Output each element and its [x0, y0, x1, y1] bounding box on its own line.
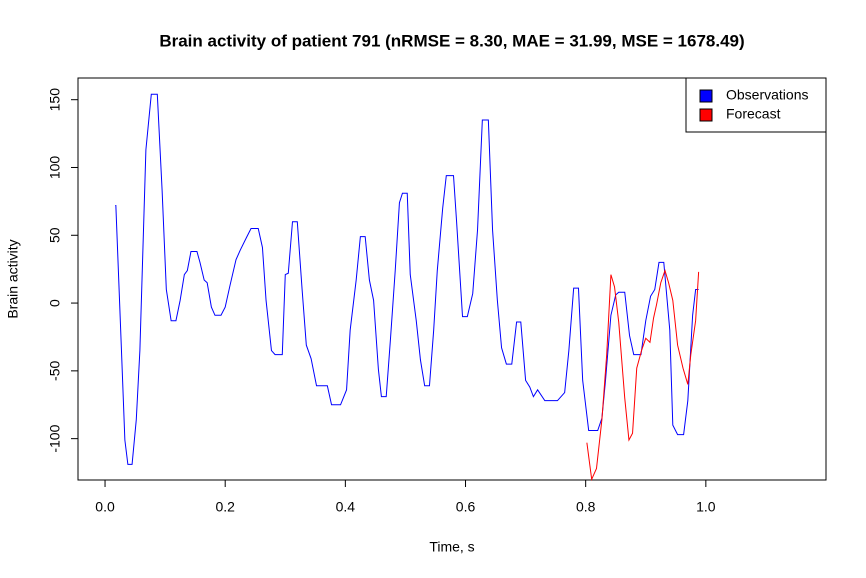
y-tick-label: -50: [47, 361, 63, 381]
y-tick-label: 150: [47, 88, 63, 112]
y-tick-label: 100: [47, 156, 63, 180]
y-tick-label: -100: [47, 424, 63, 452]
x-tick-label: 0.4: [336, 499, 356, 515]
series-line: [586, 268, 700, 482]
x-tick-label: 0.8: [576, 499, 596, 515]
legend-box: [685, 77, 827, 133]
x-axis-label: Time, s: [429, 539, 474, 555]
y-tick-label: 0: [47, 299, 63, 307]
x-tick-label: 0.0: [95, 499, 115, 515]
y-tick-label: 50: [47, 227, 63, 243]
x-tick-label: 0.2: [215, 499, 235, 515]
x-tick-label: 0.6: [456, 499, 476, 515]
y-axis-label: Brain activity: [5, 239, 21, 318]
legend-label: Forecast: [726, 106, 781, 122]
legend-swatch: [699, 108, 713, 122]
x-tick-label: 1.0: [696, 499, 716, 515]
legend-label: Observations: [726, 87, 808, 103]
plot-frame: [77, 77, 827, 481]
chart-title: Brain activity of patient 791 (nRMSE = 8…: [159, 31, 744, 50]
legend-swatch: [699, 89, 713, 103]
